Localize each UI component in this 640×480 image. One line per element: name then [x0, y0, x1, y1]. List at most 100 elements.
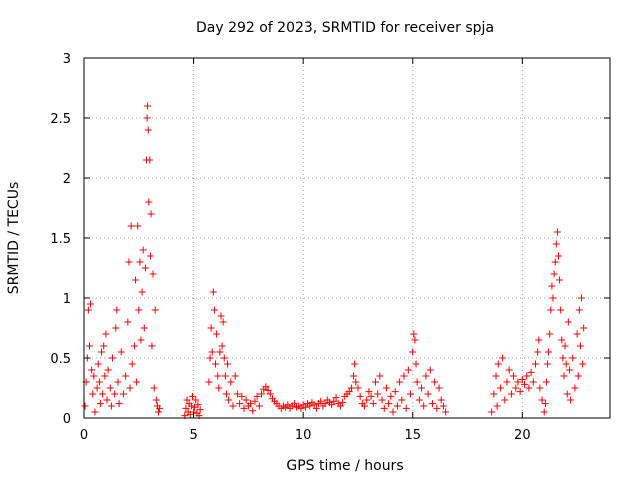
data-point [208, 348, 216, 356]
data-point [218, 342, 226, 350]
data-point [374, 390, 382, 398]
data-point [100, 342, 108, 350]
data-point [140, 324, 148, 332]
data-point [135, 306, 143, 314]
data-point [404, 366, 412, 374]
data-point [182, 404, 190, 412]
data-point [143, 114, 151, 122]
data-point [573, 330, 581, 338]
data-point [111, 390, 119, 398]
data-point [127, 222, 135, 230]
data-point [258, 390, 266, 398]
data-point [144, 102, 152, 110]
data-point [150, 384, 158, 392]
data-point [556, 276, 564, 284]
data-point [113, 306, 121, 314]
data-point [321, 400, 329, 408]
data-point [435, 384, 443, 392]
data-point [224, 360, 232, 368]
data-point [494, 360, 502, 368]
data-point [363, 396, 371, 404]
data-point [103, 396, 111, 404]
data-point [550, 270, 558, 278]
data-point [183, 396, 191, 404]
y-tick-label: 2 [63, 172, 71, 187]
data-point [130, 342, 138, 350]
data-point [396, 378, 404, 386]
y-tick-label: 0.5 [50, 352, 71, 367]
data-point [488, 408, 496, 416]
data-point [312, 404, 320, 412]
data-point [361, 402, 369, 410]
x-axis-label: GPS time / hours [286, 458, 403, 474]
data-point [194, 401, 202, 409]
data-point [579, 360, 587, 368]
data-point [507, 390, 515, 398]
data-point [574, 372, 582, 380]
data-point [104, 366, 112, 374]
data-point [424, 390, 432, 398]
data-point [306, 402, 314, 410]
data-point [544, 360, 552, 368]
data-point [220, 354, 228, 362]
data-point [156, 404, 164, 412]
data-point [219, 318, 227, 326]
data-point [112, 324, 120, 332]
data-point [217, 312, 225, 320]
data-point [356, 392, 364, 400]
data-point [380, 404, 388, 412]
data-point [81, 402, 89, 410]
data-point [310, 401, 318, 409]
data-point [521, 380, 529, 388]
data-point [212, 360, 219, 368]
data-point [391, 388, 399, 396]
data-point [422, 372, 430, 380]
data-point [222, 390, 230, 398]
data-point [433, 404, 441, 412]
data-point [442, 408, 450, 416]
data-point [565, 366, 573, 374]
data-point [196, 406, 204, 414]
data-point [398, 396, 406, 404]
data-point [214, 372, 222, 380]
data-point [126, 384, 134, 392]
data-point [557, 306, 565, 314]
data-point [571, 384, 579, 392]
data-point [108, 354, 116, 362]
data-point [551, 258, 559, 266]
data-point [146, 252, 154, 260]
data-point [505, 366, 513, 374]
data-point [106, 384, 114, 392]
data-point [345, 388, 353, 396]
data-point [525, 384, 533, 392]
data-point [188, 392, 196, 400]
data-point [490, 390, 498, 398]
data-point [148, 342, 156, 350]
data-point [501, 396, 509, 404]
y-tick-label: 2.5 [50, 112, 71, 127]
data-point [96, 400, 104, 408]
data-point [548, 282, 556, 290]
data-point [93, 384, 101, 392]
data-point [124, 318, 132, 326]
data-point [138, 288, 146, 296]
data-point [564, 318, 572, 326]
data-point [139, 246, 147, 254]
data-point [209, 288, 217, 296]
data-point [347, 384, 355, 392]
data-point [426, 366, 434, 374]
y-axis-label: SRMTID / TECUs [6, 182, 22, 295]
data-point [413, 378, 421, 386]
data-point [297, 404, 305, 412]
data-point [510, 372, 518, 380]
data-point [493, 402, 501, 410]
data-point [492, 372, 500, 380]
data-point [567, 396, 575, 404]
data-point [290, 400, 298, 408]
data-point [242, 396, 250, 404]
x-tick-label: 20 [514, 428, 531, 443]
data-point [247, 400, 255, 408]
data-point [91, 408, 99, 416]
data-point [542, 378, 550, 386]
data-point [90, 372, 98, 380]
